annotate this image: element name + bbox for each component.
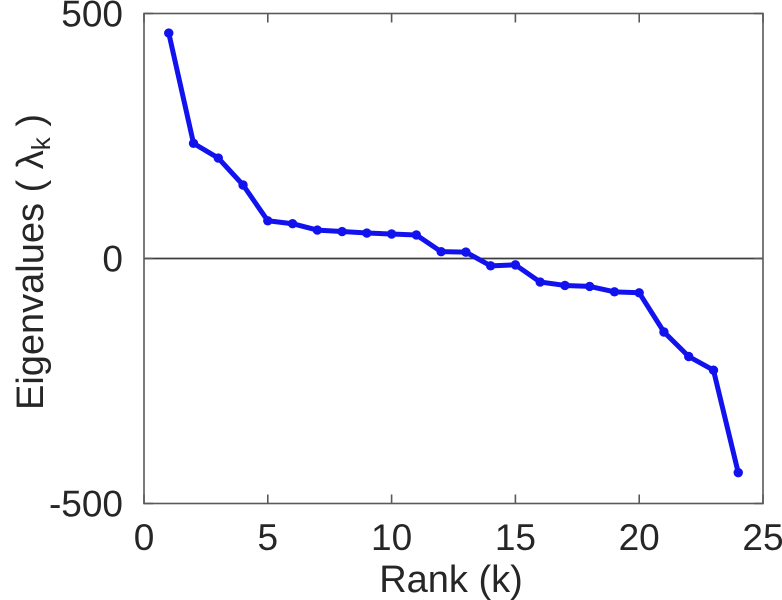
data-point [263,216,273,226]
data-point [337,226,347,237]
x-tick-label: 15 [495,517,536,558]
y-tick-label: 500 [61,0,123,35]
data-point [238,180,248,190]
x-tick-label: 5 [258,517,279,558]
data-point [584,281,595,292]
data-point [733,467,743,478]
x-tick-label: 20 [619,517,660,558]
data-point [164,28,174,38]
data-point [634,288,644,298]
y-tick-label: -500 [49,484,123,525]
data-point [411,230,422,240]
data-point [659,327,669,337]
data-point [436,246,446,257]
y-axis-label: Eigenvalues ( λk ) [10,113,56,411]
data-line [166,30,741,476]
data-point [560,280,570,291]
data-point [708,365,719,375]
x-axis-label: Rank (k) [379,559,523,600]
data-point [213,153,223,163]
data-point [312,225,323,235]
data-point [287,219,298,229]
data-point [362,228,372,238]
y-tick-label: 0 [102,239,123,280]
x-tick-label: 25 [742,517,782,558]
data-point [461,247,471,257]
lambda-subscript: k [26,137,56,151]
y-axis-label-suffix: ) [10,113,52,138]
data-point [535,277,545,287]
data-point [485,261,496,271]
lambda-symbol: λ [10,150,52,170]
data-point [684,351,694,362]
data-point [609,287,620,297]
x-tick-label: 10 [371,517,412,558]
data-point [510,260,521,270]
data-point [188,138,199,149]
x-tick-label: 0 [134,517,155,558]
data-point [386,229,397,239]
y-axis-label-prefix: Eigenvalues ( [10,169,52,411]
